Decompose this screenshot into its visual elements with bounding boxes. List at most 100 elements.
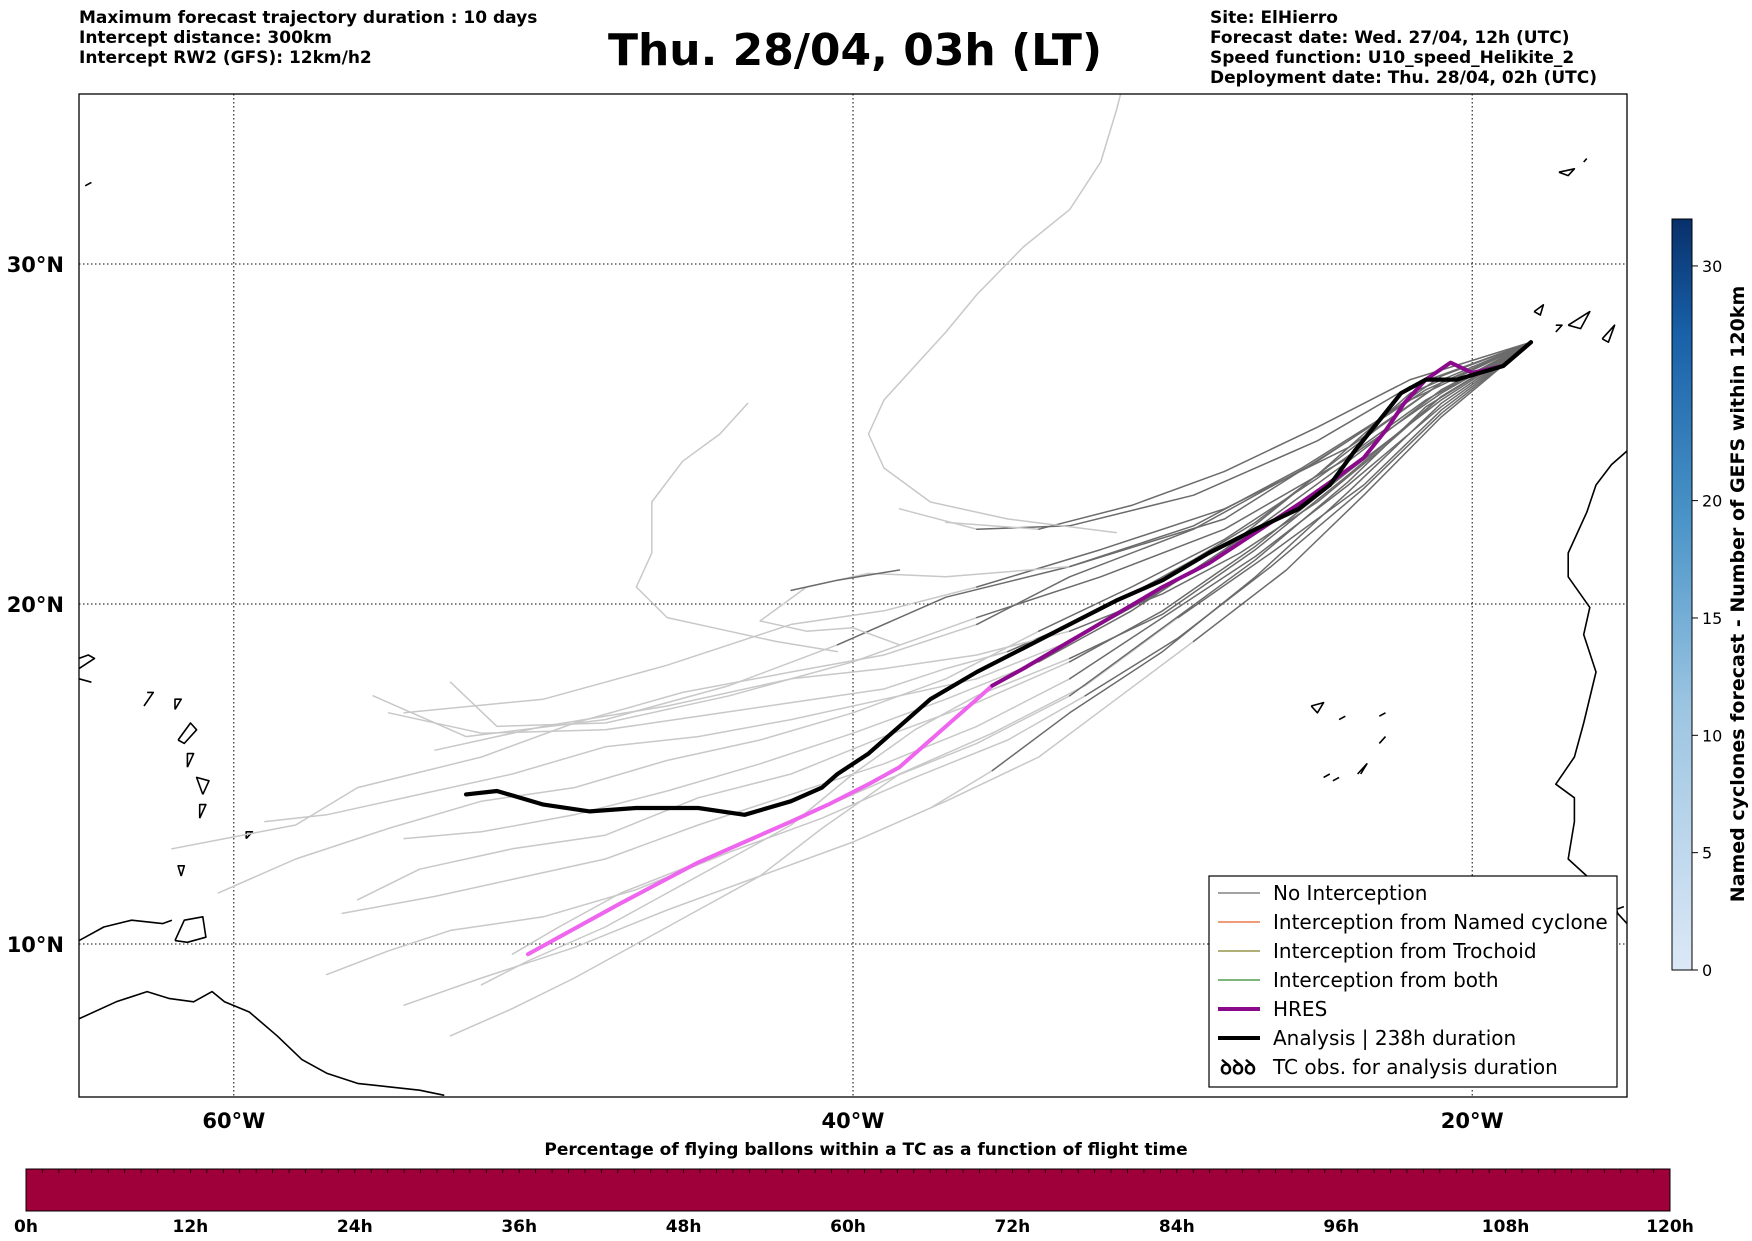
coastline-segment [79, 678, 92, 683]
legend: No Interception Interception from Named c… [1208, 875, 1618, 1088]
axis-labels: 30°N 20°N 10°N 60°W 40°W 20°W [7, 253, 1504, 1133]
coastline-segment [143, 691, 155, 707]
coastline-segment [177, 865, 186, 877]
cyclone-colorbar-title: Named cyclones forecast - Number of GEFS… [1727, 286, 1749, 903]
cyclone-colorbar-tick-label: 5 [1702, 844, 1712, 863]
ensemble-trajectory [1068, 341, 1532, 643]
lon-tick-label: 60°W [202, 1109, 265, 1133]
coastline-segment [174, 916, 207, 944]
map-frame [78, 93, 1628, 1098]
lat-tick-label: 10°N [7, 933, 64, 957]
ensemble-trajectory [1038, 341, 1532, 632]
cyclone-colorbar: 0 5 10 15 20 30 Named cyclones forecast - Num… [1671, 218, 1749, 980]
header-info-right: Site: ElHierro Forecast date: Wed. 27/04… [1210, 8, 1597, 88]
analysis-track [463, 340, 1534, 817]
coastline-segment [1378, 736, 1387, 744]
ensemble-trajectory [1177, 341, 1532, 619]
ensemble-trajectory-late [635, 402, 839, 653]
lon-tick-label: 40°W [822, 1109, 885, 1133]
coastline-segment [1583, 158, 1588, 163]
ensemble-trajectory-late [403, 640, 1195, 1006]
coastline-segment [79, 654, 96, 670]
coastline-segment [1378, 712, 1386, 717]
ensemble-trajectory-late [759, 565, 1071, 646]
tc-time-bar-tick-label: 108h [1482, 1217, 1530, 1237]
ensemble-trajectory [1192, 341, 1532, 643]
tc-time-bar-tick-label: 0h [14, 1217, 38, 1237]
coastline-segment [177, 722, 198, 745]
hres-track-late [525, 683, 995, 957]
ensemble-trajectory [976, 341, 1532, 619]
tc-time-bar-fill [25, 1168, 1671, 1212]
coastlines [79, 158, 1627, 1097]
tc-time-bar: Percentage of flying ballons within a TC… [14, 1140, 1694, 1237]
coastline-segment [198, 803, 207, 819]
tc-time-bar-tick-label: 96h [1323, 1217, 1359, 1237]
legend-item-label: Interception from Named cyclone [1273, 910, 1608, 934]
tc-time-bar-tick-label: 24h [337, 1217, 373, 1237]
legend-tc-obs-symbol: ꝺꝺꝺ [1220, 1055, 1256, 1079]
ensemble-trajectory [1084, 341, 1532, 697]
cyclone-colorbar-gradient [1671, 218, 1693, 971]
legend-item-label: TC obs. for analysis duration [1272, 1055, 1558, 1079]
ensemble-trajectory [976, 341, 1532, 626]
ensemble-trajectory [836, 341, 1532, 646]
cyclone-colorbar-tick-label: 20 [1702, 492, 1722, 511]
ensemble-trajectory-late [449, 616, 978, 728]
lat-tick-label: 20°N [7, 593, 64, 617]
ensemble-trajectories [171, 94, 1532, 1037]
info-intercept-rw2: Intercept RW2 (GFS): 12km/h2 [79, 48, 372, 68]
ensemble-trajectory-late [403, 586, 978, 714]
tc-time-bar-tick-label: 72h [995, 1217, 1031, 1237]
coastline-segment [186, 752, 195, 768]
coastline-segment [1338, 715, 1346, 721]
info-deployment-date: Deployment date: Thu. 28/04, 02h (UTC) [1210, 68, 1597, 88]
cyclone-colorbar-tick-label: 10 [1702, 726, 1722, 745]
coastline-segment [1567, 310, 1591, 330]
ensemble-trajectory-late [898, 508, 978, 530]
info-site: Site: ElHierro [1210, 8, 1338, 28]
ensemble-trajectory [991, 341, 1532, 772]
ensemble-trajectory-late [387, 650, 1009, 734]
coastline-segment [1357, 763, 1368, 775]
legend-item-label: Interception from Trochoid [1273, 939, 1537, 963]
ensemble-trajectory [1038, 341, 1532, 663]
tc-time-bar-tick-label: 48h [666, 1217, 702, 1237]
coastline-segment [1533, 304, 1545, 316]
legend-box [1208, 875, 1618, 1088]
info-max-duration: Maximum forecast trajectory duration : 1… [79, 8, 538, 28]
legend-item-label: Interception from both [1273, 968, 1499, 992]
legend-item-label: Analysis | 238h duration [1273, 1026, 1516, 1050]
tc-time-bar-tick-label: 120h [1646, 1217, 1694, 1237]
map-plot-area [79, 94, 1627, 1097]
coastline-segment [1601, 324, 1616, 343]
ensemble-trajectory-late [341, 678, 1071, 915]
coastline-segment [1323, 773, 1331, 779]
ensemble-trajectory-late [264, 640, 1071, 823]
ensemble-trajectory [1038, 341, 1532, 530]
header-info-left: Maximum forecast trajectory duration : 1… [79, 8, 537, 68]
coastline-segment [1332, 776, 1340, 782]
ensemble-trajectory-late [480, 657, 1071, 986]
lon-tick-label: 20°W [1441, 1109, 1504, 1133]
ensemble-trajectory [1007, 341, 1532, 653]
ensemble-trajectory [1068, 341, 1532, 568]
ensemble-trajectory-late [403, 661, 1040, 840]
info-forecast-date: Forecast date: Wed. 27/04, 12h (UTC) [1210, 28, 1570, 48]
legend-item-label: No Interception [1273, 881, 1427, 905]
tc-time-bar-tick-label: 60h [830, 1217, 866, 1237]
coastline-segment [1555, 324, 1563, 333]
ensemble-trajectory [1068, 341, 1532, 632]
ensemble-trajectory-late [867, 94, 1122, 534]
ensemble-trajectory-late [171, 623, 978, 850]
coastline-segment [1558, 168, 1576, 177]
info-intercept-distance: Intercept distance: 300km [79, 28, 332, 48]
coastline-segment [1310, 701, 1325, 714]
coastline-segment [1555, 450, 1627, 925]
ensemble-trajectory-late [929, 769, 994, 809]
cyclone-colorbar-tick-label: 30 [1702, 257, 1722, 276]
ensemble-trajectory-late [434, 630, 1071, 751]
coastline-segment [79, 990, 445, 1097]
info-speed-function: Speed function: U10_speed_Helikite_2 [1210, 48, 1575, 68]
